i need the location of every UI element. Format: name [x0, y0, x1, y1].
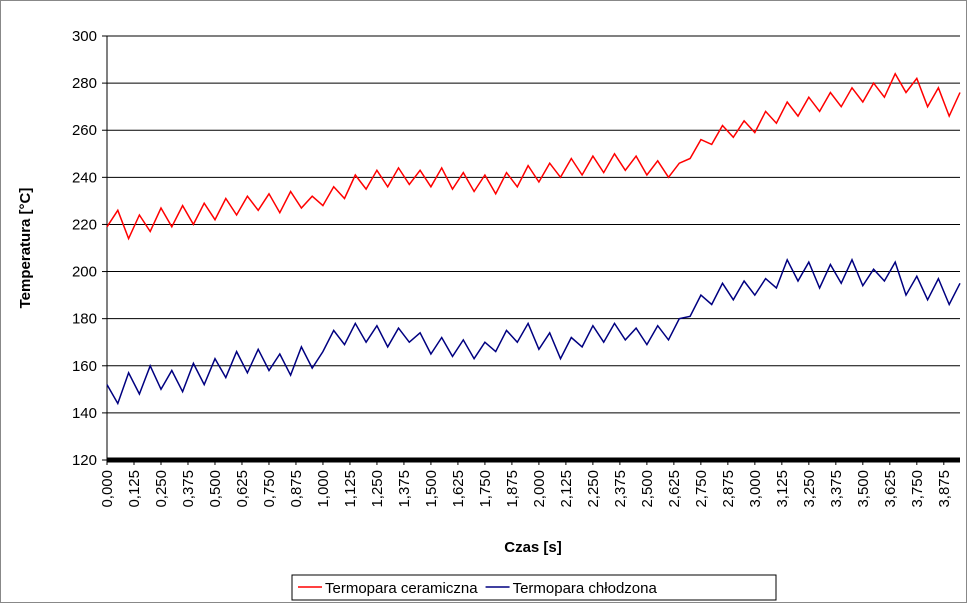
x-tick-label: 0,875 [288, 470, 305, 508]
x-tick-label: 2,000 [531, 470, 548, 508]
x-tick-label: 2,875 [720, 470, 737, 508]
x-axis-title: Czas [s] [504, 539, 562, 556]
x-tick-label: 0,250 [153, 470, 170, 508]
legend-label: Termopara chłodzona [513, 580, 658, 597]
x-tick-label: 3,500 [855, 470, 872, 508]
x-tick-label: 1,500 [423, 470, 440, 508]
x-tick-label: 3,875 [936, 470, 953, 508]
x-tick-label: 2,375 [612, 470, 629, 508]
x-tick-label: 0,375 [180, 470, 197, 508]
x-tick-label: 1,875 [504, 470, 521, 508]
x-tick-label: 1,250 [369, 470, 386, 508]
x-tick-label: 2,500 [639, 470, 656, 508]
x-tick-label: 2,750 [693, 470, 710, 508]
x-tick-label: 3,000 [747, 470, 764, 508]
y-tick-label: 240 [72, 169, 97, 186]
x-tick-label: 0,750 [261, 470, 278, 508]
x-tick-label: 1,750 [477, 470, 494, 508]
x-tick-label: 3,250 [801, 470, 818, 508]
x-tick-label: 2,625 [666, 470, 683, 508]
y-tick-label: 120 [72, 452, 97, 469]
x-tick-label: 1,625 [450, 470, 467, 508]
y-tick-label: 280 [72, 75, 97, 92]
x-tick-label: 3,375 [828, 470, 845, 508]
y-tick-label: 200 [72, 264, 97, 281]
legend-box [291, 574, 777, 601]
series-line [106, 257, 961, 406]
x-tick-label: 1,125 [342, 470, 359, 508]
x-tick-label: 3,125 [774, 470, 791, 508]
x-tick-label: 2,125 [558, 470, 575, 508]
x-tick-label: 3,750 [909, 470, 926, 508]
series-line [106, 72, 961, 241]
y-tick-label: 160 [72, 358, 97, 375]
y-tick-label: 140 [72, 405, 97, 422]
x-tick-label: 0,625 [234, 470, 251, 508]
x-tick-label: 1,000 [315, 470, 332, 508]
x-tick-label: 0,500 [207, 470, 224, 508]
y-axis-title: Temperatura [°C] [17, 188, 34, 309]
y-tick-label: 260 [72, 122, 97, 139]
y-tick-label: 220 [72, 216, 97, 233]
x-tick-label: 2,250 [585, 470, 602, 508]
x-tick-label: 1,375 [396, 470, 413, 508]
x-tick-label: 3,625 [882, 470, 899, 508]
legend-label: Termopara ceramiczna [325, 580, 478, 597]
y-tick-label: 300 [72, 28, 97, 45]
x-tick-label: 0,000 [99, 470, 116, 508]
x-tick-label: 0,125 [126, 470, 143, 508]
y-tick-label: 180 [72, 311, 97, 328]
